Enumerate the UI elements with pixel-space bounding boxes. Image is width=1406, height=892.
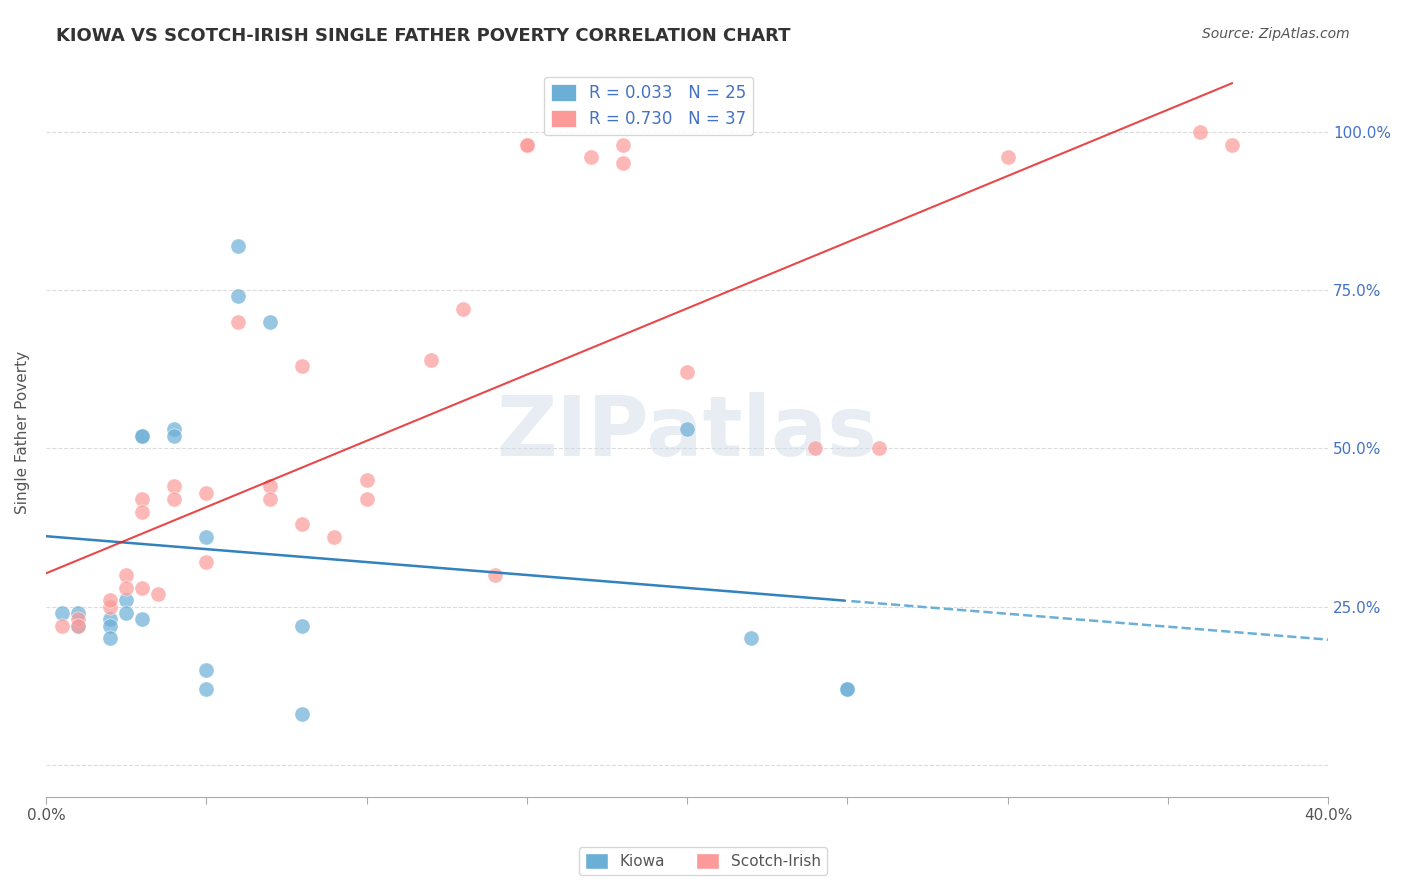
Point bbox=[131, 612, 153, 626]
Point bbox=[997, 150, 1019, 164]
Point bbox=[66, 606, 89, 620]
Point bbox=[676, 422, 699, 436]
Point bbox=[115, 606, 138, 620]
Point bbox=[195, 555, 218, 569]
Point bbox=[323, 530, 346, 544]
Point bbox=[163, 429, 186, 443]
Point bbox=[51, 606, 73, 620]
Point bbox=[98, 632, 121, 646]
Point bbox=[291, 359, 314, 373]
Point bbox=[579, 150, 602, 164]
Point bbox=[356, 492, 378, 507]
Point bbox=[226, 289, 249, 303]
Point bbox=[131, 492, 153, 507]
Point bbox=[516, 137, 538, 152]
Point bbox=[291, 618, 314, 632]
Point bbox=[195, 681, 218, 696]
Point bbox=[226, 239, 249, 253]
Point bbox=[51, 618, 73, 632]
Point bbox=[1188, 125, 1211, 139]
Point bbox=[115, 581, 138, 595]
Point bbox=[131, 429, 153, 443]
Point bbox=[195, 485, 218, 500]
Point bbox=[66, 618, 89, 632]
Point bbox=[163, 492, 186, 507]
Legend: Kiowa, Scotch-Irish: Kiowa, Scotch-Irish bbox=[579, 847, 827, 875]
Text: ZIPatlas: ZIPatlas bbox=[496, 392, 877, 473]
Point bbox=[195, 530, 218, 544]
Point bbox=[98, 618, 121, 632]
Point bbox=[259, 315, 281, 329]
Point bbox=[98, 599, 121, 614]
Point bbox=[804, 442, 827, 456]
Text: KIOWA VS SCOTCH-IRISH SINGLE FATHER POVERTY CORRELATION CHART: KIOWA VS SCOTCH-IRISH SINGLE FATHER POVE… bbox=[56, 27, 790, 45]
Point bbox=[66, 618, 89, 632]
Point bbox=[612, 156, 634, 170]
Point bbox=[163, 479, 186, 493]
Point bbox=[837, 681, 859, 696]
Point bbox=[131, 505, 153, 519]
Point bbox=[740, 632, 762, 646]
Point bbox=[195, 663, 218, 677]
Point bbox=[259, 492, 281, 507]
Point bbox=[115, 593, 138, 607]
Point bbox=[356, 473, 378, 487]
Point bbox=[676, 366, 699, 380]
Point bbox=[837, 681, 859, 696]
Point bbox=[419, 352, 441, 367]
Point bbox=[451, 302, 474, 317]
Legend: R = 0.033   N = 25, R = 0.730   N = 37: R = 0.033 N = 25, R = 0.730 N = 37 bbox=[544, 77, 754, 135]
Point bbox=[163, 422, 186, 436]
Point bbox=[516, 137, 538, 152]
Point bbox=[66, 612, 89, 626]
Point bbox=[226, 315, 249, 329]
Point bbox=[484, 568, 506, 582]
Point bbox=[291, 517, 314, 532]
Point bbox=[115, 568, 138, 582]
Point bbox=[146, 587, 169, 601]
Point bbox=[98, 593, 121, 607]
Y-axis label: Single Father Poverty: Single Father Poverty bbox=[15, 351, 30, 514]
Point bbox=[1220, 137, 1243, 152]
Point bbox=[868, 442, 890, 456]
Point bbox=[131, 581, 153, 595]
Point bbox=[259, 479, 281, 493]
Point bbox=[131, 429, 153, 443]
Text: Source: ZipAtlas.com: Source: ZipAtlas.com bbox=[1202, 27, 1350, 41]
Point bbox=[98, 612, 121, 626]
Point bbox=[612, 137, 634, 152]
Point bbox=[291, 707, 314, 722]
